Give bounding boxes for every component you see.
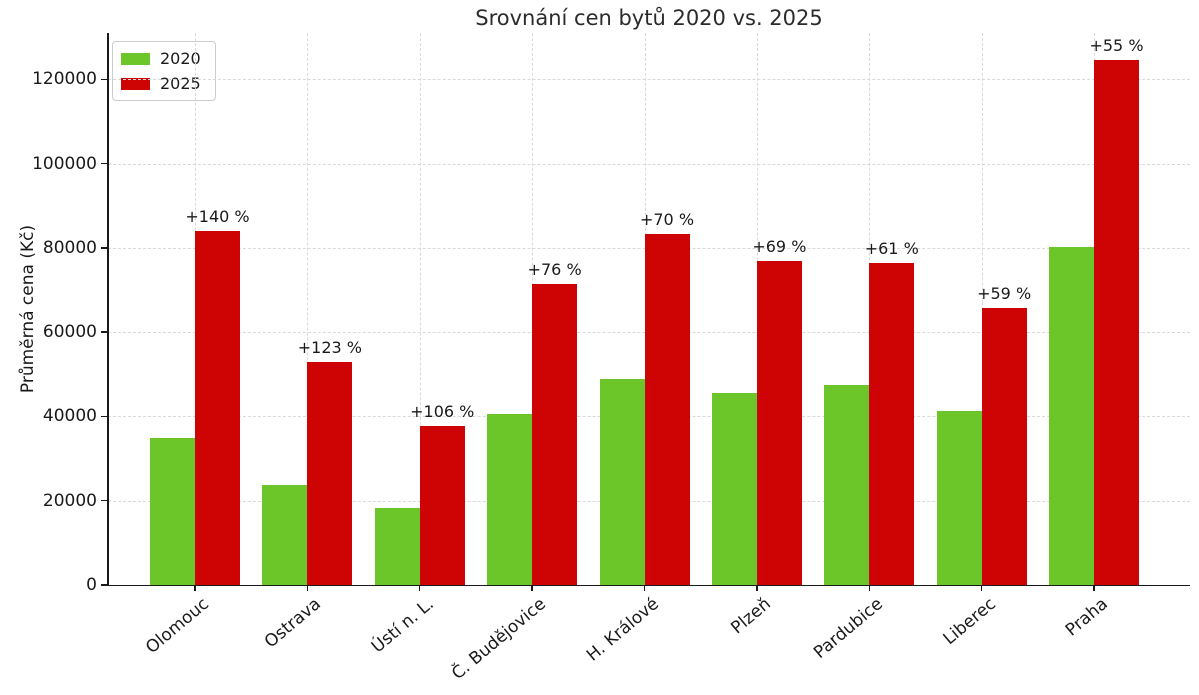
- x-tick-mark: [756, 586, 758, 591]
- bar-2025-liberec: [981, 307, 1027, 585]
- bar-2020-pardubice: [824, 384, 870, 585]
- bar-2025-ostrava: [307, 362, 353, 585]
- bar-2025-bud-jovice: [532, 283, 578, 585]
- bar-2020-plze: [711, 393, 757, 585]
- bar-2025-praha: [1094, 60, 1139, 585]
- pct-annotation-bud-jovice: +76 %: [527, 259, 582, 279]
- x-tick-label-plze: Plzeň: [727, 594, 775, 639]
- y-tick-mark: [101, 500, 107, 502]
- gridline-v: [307, 33, 309, 585]
- x-tick-mark: [643, 586, 646, 591]
- plot-area: 2020 2025 +140 % +123 % +106 % +76 % +70 % +6…: [108, 33, 1190, 585]
- x-tick-label-olomouc: Olomouc: [142, 594, 213, 658]
- y-tick-mark: [101, 415, 107, 418]
- bar-2020-bud-jovice: [487, 413, 533, 585]
- pct-annotation-h-kr-lov: +70 %: [639, 209, 695, 229]
- legend-item-2025: 2025: [121, 74, 201, 93]
- y-tick-mark: [101, 331, 107, 333]
- x-tick-mark: [194, 586, 196, 591]
- pct-annotation-st-n-l: +106 %: [410, 402, 475, 422]
- x-tick-label-bud-jovice: Č. Budějovice: [448, 594, 550, 684]
- y-tick-mark: [101, 247, 107, 249]
- y-tick-mark: [101, 584, 107, 586]
- x-tick-mark: [868, 586, 870, 591]
- legend-label-2020: 2020: [160, 49, 201, 68]
- pct-annotation-ostrava: +123 %: [297, 338, 362, 358]
- x-tick-label-pardubice: Pardubice: [810, 594, 888, 663]
- bar-2020-praha: [1049, 246, 1094, 585]
- y-tick-mark: [101, 78, 107, 81]
- x-tick-label-ostrava: Ostrava: [261, 594, 326, 653]
- y-tick-label: 40000: [42, 406, 97, 427]
- pct-annotation-liberec: +59 %: [977, 283, 1032, 303]
- legend-item-2020: 2020: [121, 49, 201, 68]
- chart-title: Srovnání cen bytů 2020 vs. 2025: [475, 6, 823, 30]
- x-axis-spine: [107, 584, 1190, 586]
- pct-annotation-plze: +69 %: [752, 236, 807, 256]
- pct-annotation-praha: +55 %: [1089, 36, 1144, 56]
- y-tick-label: 80000: [42, 237, 97, 258]
- y-tick-label: 120000: [32, 69, 97, 90]
- pct-annotation-olomouc: +140 %: [185, 207, 250, 227]
- legend-label-2025: 2025: [160, 74, 201, 93]
- bar-2025-olomouc: [195, 231, 240, 585]
- bar-2020-liberec: [936, 410, 982, 585]
- x-tick-label-liberec: Liberec: [939, 594, 1000, 650]
- bar-2025-h-kr-lov: [644, 234, 690, 585]
- y-tick-label: 20000: [42, 490, 97, 511]
- pct-annotation-pardubice: +61 %: [864, 238, 919, 258]
- x-tick-mark: [1093, 586, 1095, 591]
- x-tick-label-praha: Praha: [1061, 594, 1112, 641]
- y-tick-label: 60000: [42, 322, 97, 343]
- x-tick-mark: [980, 586, 983, 591]
- x-tick-mark: [531, 586, 533, 591]
- y-tick-label: 0: [86, 575, 97, 595]
- x-tick-label-h-kr-lov: H. Králové: [582, 594, 663, 666]
- y-axis-spine: [107, 33, 109, 585]
- gridline-v: [419, 33, 421, 585]
- y-tick-label: 100000: [32, 153, 97, 174]
- legend-swatch-2020: [121, 52, 150, 65]
- legend-swatch-2025: [121, 77, 150, 90]
- gridline-h: [108, 79, 1190, 81]
- gridline-h: [108, 163, 1190, 165]
- bar-2025-st-n-l: [419, 426, 465, 585]
- x-tick-mark: [306, 586, 309, 591]
- bar-2020-h-kr-lov: [599, 378, 645, 585]
- bar-2020-ostrava: [262, 485, 308, 585]
- bar-2020-olomouc: [150, 437, 195, 585]
- x-tick-mark: [419, 586, 421, 591]
- legend: 2020 2025: [112, 41, 216, 101]
- y-tick-mark: [101, 162, 107, 165]
- bar-2025-pardubice: [869, 262, 915, 585]
- bar-2025-plze: [756, 260, 802, 585]
- bar-2020-st-n-l: [374, 507, 420, 585]
- x-tick-label-st-n-l: Ústí n. L.: [367, 594, 438, 658]
